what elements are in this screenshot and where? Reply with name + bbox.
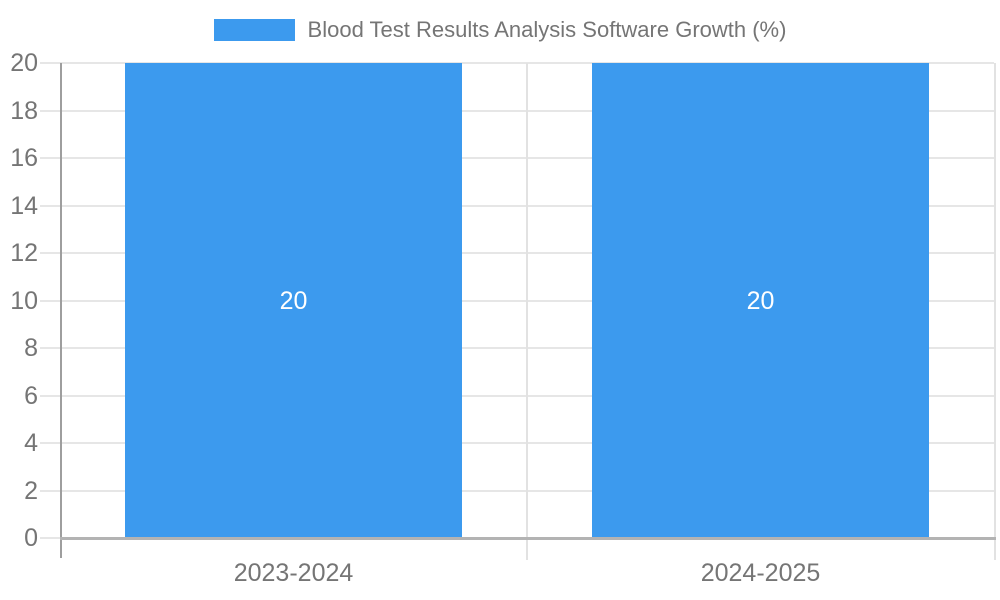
y-tick-label: 6: [24, 381, 38, 410]
x-axis-line: [60, 537, 996, 540]
x-axis-label: 2023-2024: [233, 559, 354, 587]
bar-2024-2025[interactable]: [592, 63, 929, 538]
y-tick-mark: [40, 157, 60, 159]
bar-value-label: 20: [279, 286, 308, 315]
y-tick-label: 12: [10, 239, 38, 267]
y-tick-label: 18: [10, 96, 38, 125]
y-tick-label: 10: [10, 286, 38, 315]
y-tick-label: 2: [24, 476, 38, 505]
bar-value-label: 20: [746, 286, 775, 315]
legend: Blood Test Results Analysis Software Gro…: [0, 17, 1000, 43]
y-tick-label: 20: [10, 49, 38, 77]
category-divider: [526, 63, 528, 560]
y-tick-mark: [40, 299, 60, 302]
y-tick-mark: [40, 489, 60, 492]
y-tick-label: 4: [24, 429, 38, 457]
y-tick-label: 8: [24, 334, 38, 362]
y-tick-label: 14: [10, 191, 38, 220]
y-tick-mark: [40, 62, 60, 64]
bar-2023-2024[interactable]: [125, 63, 462, 538]
y-tick-mark: [40, 109, 60, 112]
y-tick-mark: [40, 394, 60, 397]
y-tick-mark: [40, 347, 60, 349]
legend-label: Blood Test Results Analysis Software Gro…: [307, 17, 787, 42]
plot-right-border: [994, 63, 996, 560]
y-tick-mark: [40, 252, 60, 254]
legend-swatch: [213, 19, 295, 41]
y-tick-label: 16: [10, 144, 38, 172]
y-tick-label: 0: [24, 524, 38, 552]
y-tick-mark: [40, 537, 60, 539]
y-tick-mark: [40, 204, 60, 207]
y-axis-line: [60, 63, 62, 558]
x-axis-label: 2024-2025: [700, 559, 821, 587]
y-tick-mark: [40, 442, 60, 444]
